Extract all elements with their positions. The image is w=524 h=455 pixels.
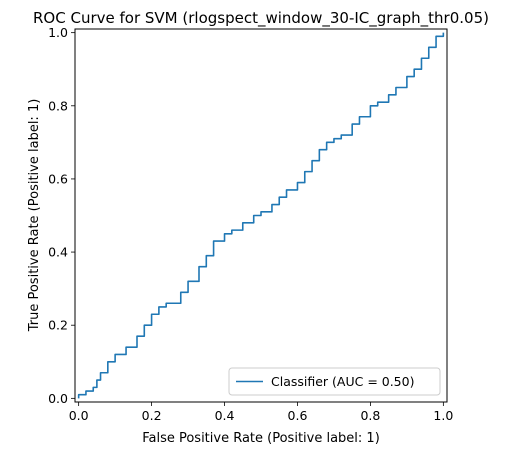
x-tick-label: 0.6 xyxy=(288,408,308,423)
y-tick-label: 0.8 xyxy=(48,98,68,113)
y-tick-label: 0.4 xyxy=(48,245,68,260)
plot-area xyxy=(74,28,448,403)
x-tick-label: 1.0 xyxy=(433,408,453,423)
roc-curve-line xyxy=(77,32,445,399)
legend: Classifier (AUC = 0.50) xyxy=(228,367,441,396)
y-axis-label: True Positive Rate (Positive label: 1) xyxy=(27,99,42,333)
legend-label: Classifier (AUC = 0.50) xyxy=(271,374,414,389)
x-tick-label: 0.2 xyxy=(142,408,162,423)
x-tick-label: 0.8 xyxy=(360,408,380,423)
chart-title: ROC Curve for SVM (rlogspect_window_30-I… xyxy=(33,9,489,28)
y-tick-label: 0.6 xyxy=(48,171,68,186)
y-axis-ticks: 0.0 0.2 0.4 0.6 0.8 1.0 xyxy=(48,25,75,406)
y-tick-label: 0.2 xyxy=(48,318,68,333)
legend-box xyxy=(228,367,441,396)
plot-frame xyxy=(74,28,448,403)
x-tick-label: 0.4 xyxy=(215,408,235,423)
x-axis-label: False Positive Rate (Positive label: 1) xyxy=(142,431,380,446)
x-tick-label: 0.0 xyxy=(69,408,89,423)
y-tick-label: 0.0 xyxy=(48,391,68,406)
x-axis-ticks: 0.0 0.2 0.4 0.6 0.8 1.0 xyxy=(69,402,453,423)
y-tick-label: 1.0 xyxy=(48,25,68,40)
